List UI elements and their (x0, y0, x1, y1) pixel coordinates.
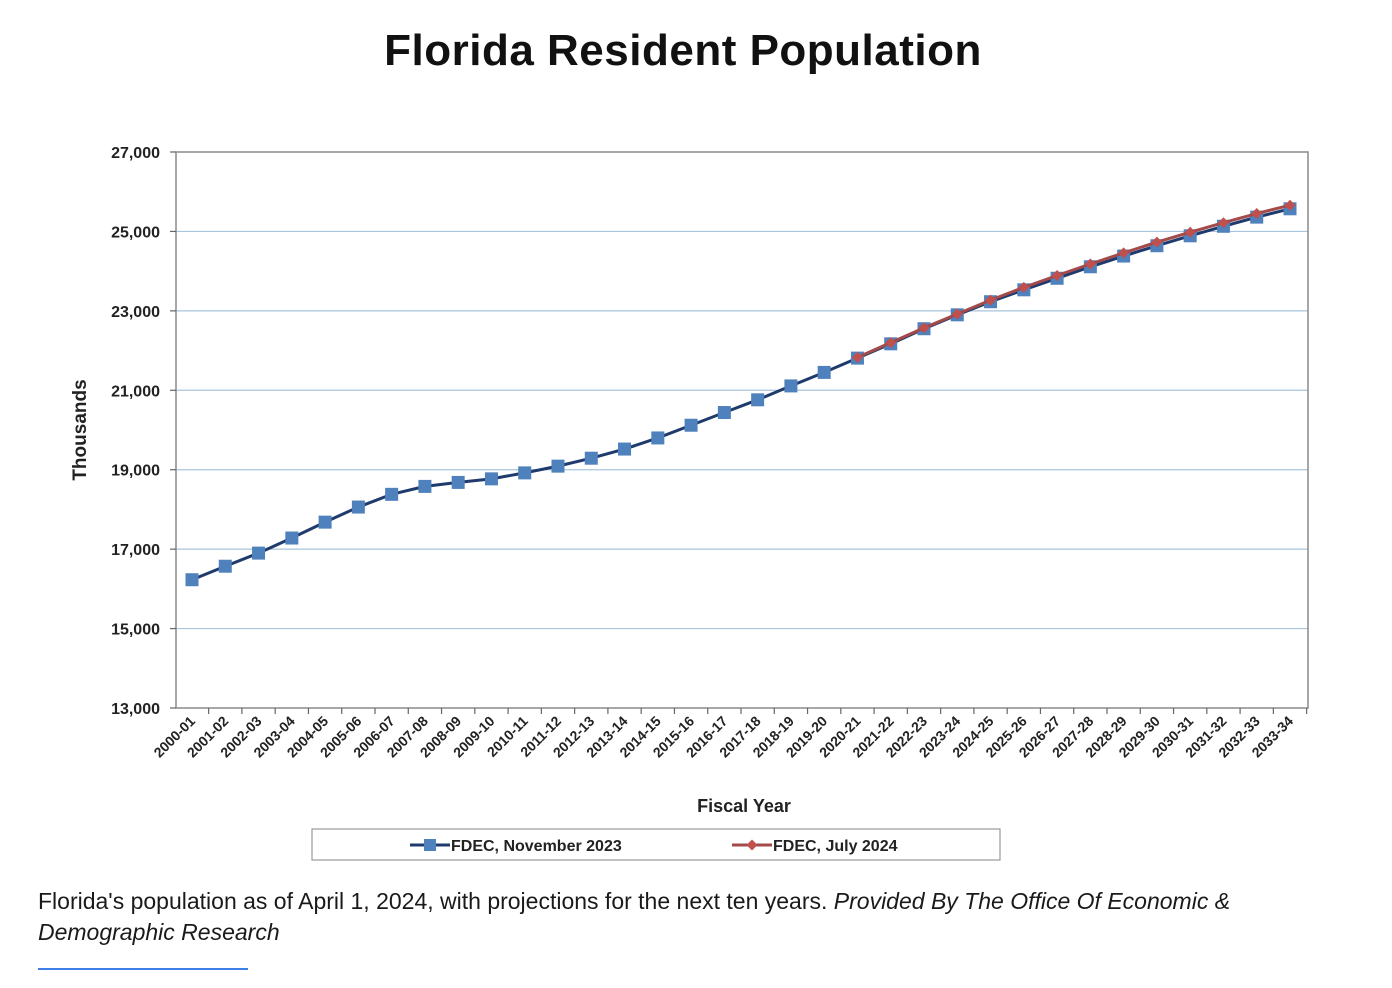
data-point (418, 479, 432, 493)
data-point (1284, 199, 1296, 211)
data-point (518, 466, 532, 480)
data-point (751, 393, 765, 407)
series-2 (851, 199, 1296, 363)
y-axis-ticks: 13,000 15,000 17,000 19,000 21,000 23,000 25,0… (111, 145, 176, 718)
data-point (451, 475, 465, 489)
y-tick-label: 17,000 (111, 542, 160, 559)
series-layer (185, 199, 1297, 587)
series-line (856, 203, 1291, 359)
x-axis-ticks: 2000-012001-022002-032003-042004-052005-… (150, 708, 1308, 760)
data-point (951, 308, 963, 320)
y-tick-label: 15,000 (111, 622, 160, 639)
data-point (1051, 270, 1063, 282)
y-tick-label: 27,000 (111, 145, 160, 162)
data-point (651, 431, 665, 445)
data-point (252, 546, 266, 560)
data-point (185, 573, 199, 587)
data-point (285, 531, 299, 545)
data-point (1251, 208, 1263, 220)
y-tick-label: 23,000 (111, 304, 160, 321)
legend: FDEC, November 2023 FDEC, July 2024 (311, 828, 1001, 861)
caption-underline-rule (38, 968, 248, 970)
data-point (618, 442, 632, 456)
legend-item-2: FDEC, July 2024 (732, 838, 898, 855)
plot-area-frame (175, 151, 1309, 709)
data-point (684, 418, 698, 432)
y-tick-label: 25,000 (111, 224, 160, 241)
line-chart: 13,000 15,000 17,000 19,000 21,000 23,000 25,0… (70, 145, 1309, 861)
data-point (1118, 247, 1130, 259)
legend-marker (746, 839, 758, 851)
chart-title: Florida Resident Population (384, 26, 982, 75)
data-point (851, 351, 863, 363)
data-point (1018, 281, 1030, 293)
grid-lines (176, 230, 1308, 630)
data-point (817, 365, 831, 379)
y-tick-label: 13,000 (111, 701, 160, 718)
data-point (351, 500, 365, 514)
data-point (484, 472, 498, 486)
series-line (191, 207, 1291, 582)
data-point (1151, 236, 1163, 248)
legend-label: FDEC, November 2023 (451, 838, 622, 855)
series-1 (185, 202, 1297, 587)
data-point (717, 406, 731, 420)
y-tick-label: 19,000 (111, 463, 160, 480)
data-point (385, 487, 399, 501)
data-point (784, 379, 798, 393)
legend-item-1: FDEC, November 2023 (410, 838, 622, 855)
data-point (885, 337, 897, 349)
x-axis-label: Fiscal Year (697, 796, 791, 816)
data-point (551, 459, 565, 473)
legend-label: FDEC, July 2024 (773, 838, 898, 855)
data-point (318, 515, 332, 529)
caption-credit: Provided By The Office Of Economic & Dem… (38, 888, 1231, 945)
y-tick-label: 21,000 (111, 383, 160, 400)
data-point (1184, 226, 1196, 238)
data-point (985, 294, 997, 306)
data-point (218, 559, 232, 573)
figure-caption: Florida's population as of April 1, 2024… (38, 886, 1358, 948)
legend-marker (424, 839, 436, 851)
data-point (1084, 258, 1096, 270)
y-axis-label: Thousands (70, 379, 91, 480)
data-point (1217, 217, 1229, 229)
data-point (584, 451, 598, 465)
caption-text: Florida's population as of April 1, 2024… (38, 888, 834, 914)
data-point (918, 322, 930, 334)
